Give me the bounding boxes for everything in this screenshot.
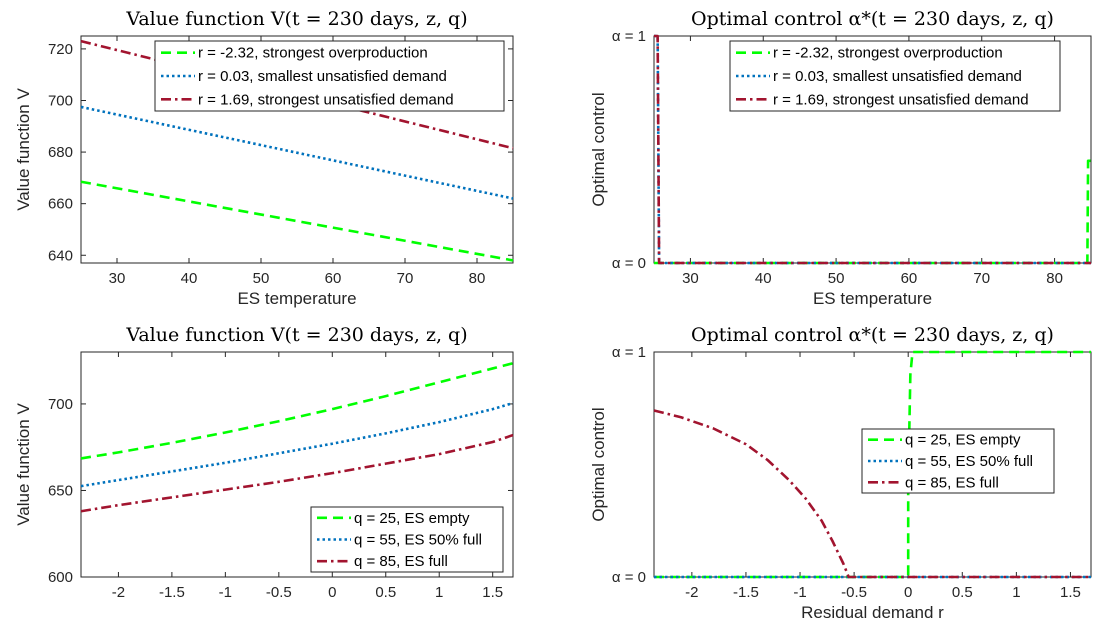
series-line-3 [654,34,1091,265]
y-axis-label: Optimal control [589,407,608,521]
x-tick-label: 80 [1046,270,1063,287]
x-tick-label: -0.5 [841,584,867,601]
x-tick-label: 60 [901,270,918,287]
x-tick-label: -1.5 [733,584,759,601]
legend-entry: q = 25, ES empty [905,432,1021,449]
x-tick-label: 0 [328,584,336,601]
y-axis-label: Value function V [14,88,33,211]
x-tick-label: 30 [109,270,126,287]
x-tick-label: 60 [325,270,342,287]
legend-entry: r = 1.69, strongest unsatisfied demand [198,91,454,108]
x-tick-label: -1 [793,584,806,601]
x-tick-label: 50 [828,270,845,287]
x-tick-label: -0.5 [266,584,292,601]
y-tick-label: 640 [48,247,73,264]
chart-title: Value function V(t = 230 days, z, q) [125,8,467,30]
x-tick-label: 70 [973,270,990,287]
series-line-2 [80,401,514,488]
x-tick-label: 0.5 [375,584,396,601]
x-tick-label: -2 [112,584,125,601]
legend-entry: q = 85, ES full [905,474,999,491]
legend-entry: q = 25, ES empty [354,510,470,527]
series-line-2 [80,105,514,200]
legend-entry: r = 0.03, smallest unsatisfied demand [773,68,1022,85]
series-line-3 [653,409,1091,579]
x-tick-label: 0.5 [952,584,973,601]
x-tick-label: -1 [219,584,232,601]
series-line-1 [80,180,514,262]
x-tick-label: -2 [685,584,698,601]
legend-entry: q = 55, ES 50% full [354,532,482,549]
x-axis-label: ES temperature [237,289,356,308]
x-tick-label: 1 [435,584,443,601]
chart-title: Optimal control α*(t = 230 days, z, q) [691,8,1054,30]
x-tick-label: 70 [397,270,414,287]
legend-box [729,40,1061,112]
y-tick-label: α = 1 [612,28,646,45]
legend-entry: r = -2.32, strongest overproduction [773,45,1003,62]
x-tick-label: 1 [1012,584,1020,601]
y-axis-label: Optimal control [589,92,608,206]
y-tick-label: 700 [48,396,73,413]
y-tick-label: α = 1 [612,344,646,361]
series-line-1 [654,159,1091,265]
x-tick-label: 30 [682,270,699,287]
legend-entry: r = 1.69, strongest unsatisfied demand [773,91,1029,108]
axes-frame-3 [80,351,514,578]
y-tick-label: α = 0 [612,255,646,272]
y-tick-label: 700 [48,92,73,109]
x-tick-label: -1.5 [159,584,185,601]
series-line-3 [80,39,514,150]
y-tick-label: α = 0 [612,569,646,586]
axes-frame-2 [653,35,1092,264]
axes-frame-1 [80,35,514,264]
x-tick-label: 1.5 [482,584,503,601]
x-tick-label: 50 [253,270,270,287]
legend-entry: r = -2.32, strongest overproduction [198,45,428,62]
series-line-3 [80,433,514,513]
x-tick-label: 0 [904,584,912,601]
legend-entry: q = 55, ES 50% full [905,453,1033,470]
y-tick-label: 680 [48,144,73,161]
x-tick-label: 40 [181,270,198,287]
y-tick-label: 600 [48,569,73,586]
legend-entry: r = 0.03, smallest unsatisfied demand [198,68,447,85]
x-axis-label: Residual demand r [801,603,944,622]
y-tick-label: 650 [48,482,73,499]
legend-entry: q = 85, ES full [354,553,448,570]
legend-box [154,40,505,112]
series-line-1 [80,361,514,460]
y-tick-label: 720 [48,41,73,58]
y-axis-label: Value function V [14,403,33,526]
chart-title: Optimal control α*(t = 230 days, z, q) [691,324,1054,346]
chart-title: Value function V(t = 230 days, z, q) [125,324,467,346]
x-tick-label: 40 [755,270,772,287]
x-tick-label: 80 [469,270,486,287]
x-tick-label: 1.5 [1060,584,1081,601]
x-axis-label: ES temperature [813,289,932,308]
y-tick-label: 660 [48,196,73,213]
